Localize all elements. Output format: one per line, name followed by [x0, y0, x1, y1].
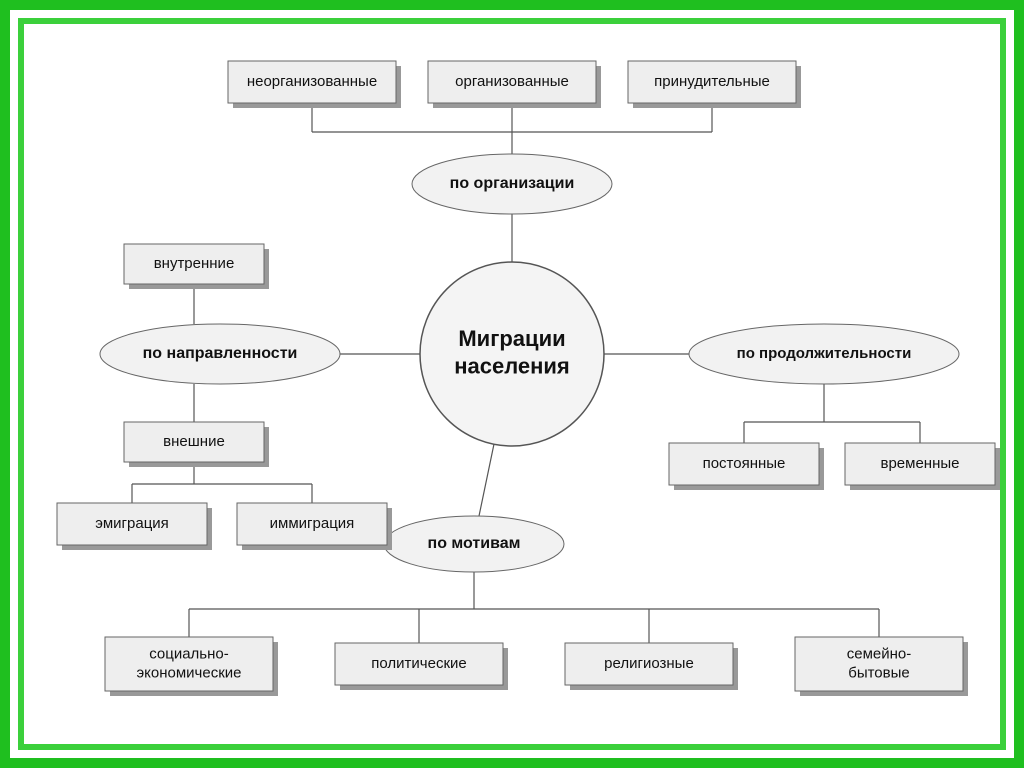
node-dur: по продолжительности — [689, 324, 959, 384]
node-dir2: внешние — [124, 422, 269, 467]
node-dir2a: эмиграция — [57, 503, 212, 550]
node-label: по организации — [450, 175, 575, 192]
node-org: по организации — [412, 154, 612, 214]
node-mot: по мотивам — [384, 516, 564, 572]
node-label: религиозные — [604, 655, 694, 672]
node-label: внешние — [163, 433, 225, 450]
node-mot2: политические — [335, 643, 508, 690]
node-label: эмиграция — [95, 515, 169, 532]
node-label: бытовые — [848, 664, 910, 681]
node-dir1: внутренние — [124, 244, 269, 289]
node-center: Миграции населения — [420, 262, 604, 446]
mid-frame: Миграции населения по организации по направ… — [10, 10, 1014, 758]
node-label: семейно- — [847, 646, 912, 663]
node-org2: организованные — [428, 61, 601, 108]
node-label: Миграции — [458, 326, 565, 351]
node-label: населения — [454, 354, 570, 379]
node-org3: принудительные — [628, 61, 801, 108]
node-label: неорганизованные — [247, 73, 377, 90]
node-label: по мотивам — [428, 535, 521, 552]
node-mot4: семейно-бытовые — [795, 637, 968, 696]
outer-frame: Миграции населения по организации по направ… — [0, 0, 1024, 768]
node-label: принудительные — [654, 73, 770, 90]
node-dur1: постоянные — [669, 443, 824, 490]
diagram-svg: Миграции населения по организации по направ… — [24, 24, 1000, 736]
node-label: временные — [881, 455, 960, 472]
node-dir: по направленности — [100, 324, 340, 384]
node-label: организованные — [455, 73, 569, 90]
node-label: постоянные — [703, 455, 786, 472]
node-mot1: социально-экономические — [105, 637, 278, 696]
node-label: внутренние — [154, 255, 235, 272]
edge — [479, 444, 494, 516]
node-label: политические — [371, 655, 466, 672]
nodes-layer: Миграции населения по организации по направ… — [57, 61, 1000, 696]
node-dir2b: иммиграция — [237, 503, 392, 550]
node-label: экономические — [137, 664, 242, 681]
node-label: по направленности — [143, 345, 298, 362]
node-org1: неорганизованные — [228, 61, 401, 108]
node-dur2: временные — [845, 443, 1000, 490]
diagram-canvas: Миграции населения по организации по направ… — [24, 24, 1000, 744]
node-label: по продолжительности — [737, 345, 912, 362]
node-label: иммиграция — [270, 515, 355, 532]
node-mot3: религиозные — [565, 643, 738, 690]
node-label: социально- — [149, 646, 229, 663]
